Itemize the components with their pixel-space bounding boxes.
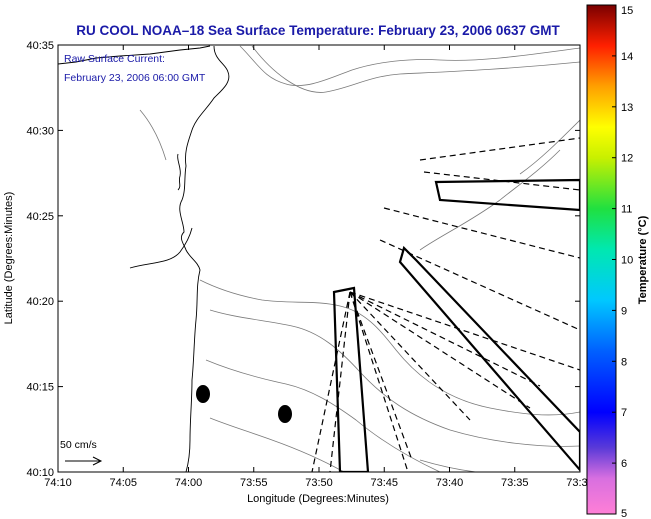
scale-arrow — [65, 456, 103, 466]
buoy-marker — [278, 405, 292, 423]
restricted-zones — [332, 178, 580, 472]
radar-sector-line — [349, 291, 541, 387]
buoy-marker — [196, 385, 210, 403]
x-tick-label: 73:40 — [436, 477, 464, 489]
y-axis: 40:35 40:30 40:25 40:20 40:15 40:10 — [26, 40, 580, 479]
bathymetry-contour — [209, 309, 580, 447]
colorbar-tick-label: 9 — [621, 305, 627, 317]
coastline-segment — [129, 227, 193, 269]
radar-sector-line — [311, 291, 351, 472]
colorbar: 15 14 13 12 11 10 9 8 7 6 5 Temperature (°C) — [586, 4, 649, 519]
bathymetry-contour — [239, 45, 580, 86]
radar-sector-line — [349, 291, 409, 472]
x-tick-label: 74:10 — [44, 477, 72, 489]
bathymetry-contours — [139, 45, 580, 472]
colorbar-tick-label: 13 — [621, 102, 633, 114]
x-tick-label: 73:35 — [501, 477, 529, 489]
x-axis-label: Longitude (Degrees:Minutes) — [247, 493, 389, 505]
plot-area — [57, 44, 581, 473]
annotation-line-1: Raw Surface Current: — [64, 53, 165, 65]
colorbar-tick-label: 10 — [621, 255, 633, 267]
colorbar-ticks: 15 14 13 12 11 10 9 8 7 6 5 — [612, 4, 633, 519]
coastline-segment — [177, 153, 181, 191]
x-tick-label: 73:45 — [370, 477, 398, 489]
y-tick-label: 40:10 — [26, 467, 54, 479]
colorbar-tick-label: 14 — [621, 51, 633, 63]
radar-sector-line — [423, 171, 580, 191]
bathymetry-contour — [205, 359, 441, 472]
annotation-line-2: February 23, 2006 06:00 GMT — [64, 72, 206, 84]
bathymetry-contour — [199, 279, 580, 416]
restricted-zone — [434, 178, 580, 212]
radar-sector-line — [383, 207, 580, 259]
bathymetry-contour — [419, 149, 561, 251]
y-tick-label: 40:30 — [26, 125, 54, 137]
y-tick-label: 40:25 — [26, 211, 54, 223]
x-tick-label: 74:05 — [109, 477, 137, 489]
radar-sector-line — [349, 291, 580, 371]
y-tick-label: 40:35 — [26, 40, 54, 52]
radar-sector-line — [419, 137, 580, 161]
x-tick-label: 73:50 — [305, 477, 333, 489]
restricted-zone — [398, 245, 580, 472]
colorbar-tick-label: 5 — [621, 508, 627, 519]
bathymetry-contour — [251, 45, 580, 93]
coastline-segment — [58, 45, 211, 65]
chart-title: RU COOL NOAA–18 Sea Surface Temperature:… — [76, 23, 560, 38]
colorbar-tick-label: 6 — [621, 458, 627, 470]
colorbar-tick-label: 11 — [621, 204, 632, 216]
restricted-zone — [332, 286, 370, 472]
colorbar-tick-label: 8 — [621, 356, 627, 368]
coastline — [58, 45, 230, 472]
bathymetry-contour — [209, 417, 345, 472]
x-tick-label: 74:00 — [175, 477, 203, 489]
scale-label: 50 cm/s — [60, 439, 97, 451]
colorbar-tick-label: 15 — [621, 5, 633, 17]
colorbar-tick-label: 12 — [621, 153, 633, 165]
radar-sector-line — [379, 239, 580, 331]
radar-sector-line — [349, 291, 531, 409]
radar-sector-line — [329, 291, 351, 472]
colorbar-label: Temperature (°C) — [637, 215, 649, 304]
x-tick-label: 73:55 — [240, 477, 268, 489]
radar-sector-lines — [311, 137, 580, 472]
bathymetry-contour — [139, 109, 167, 161]
y-tick-label: 40:15 — [26, 382, 54, 394]
y-axis-label: Latitude (Degrees:Minutes) — [3, 192, 15, 325]
bathymetry-contour — [519, 119, 580, 175]
colorbar-tick-label: 7 — [621, 407, 627, 419]
coastline-segment — [179, 45, 230, 472]
y-tick-label: 40:20 — [26, 296, 54, 308]
